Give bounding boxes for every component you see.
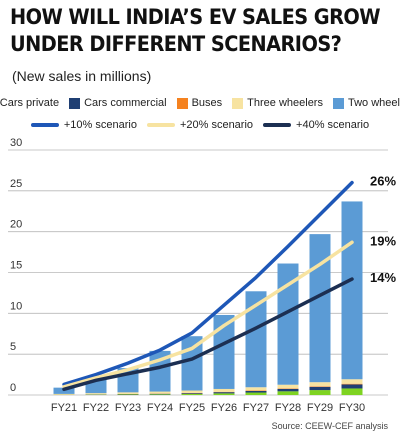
x-tick-label: FY26 [211,402,237,414]
bar-segment [277,388,299,392]
bar-segment [341,201,363,380]
legend-line-swatch [30,123,59,127]
legend-label: +10% scenario [63,119,137,131]
legend-line-swatch [146,123,175,127]
y-tick-label: 0 [10,382,16,394]
bar-segment [181,390,203,393]
bar-segment [149,393,171,395]
x-tick-label: FY30 [339,402,365,414]
x-tick-label: FY27 [243,402,269,414]
bar-segment [309,386,331,391]
bar-segment [277,263,299,385]
x-tick-label: FY21 [51,402,77,414]
scenario-end-label: 26% [370,174,396,189]
bar-segment [309,234,331,383]
bar-segment [309,386,331,387]
x-tick-label: FY22 [83,402,109,414]
bar-segment [117,392,139,394]
scenario-line [62,180,354,387]
bar-segment [53,393,75,395]
y-tick-label: 10 [10,300,22,312]
line-legend: +10% scenario +20% scenario +40% scenari… [0,119,400,131]
bar-segment [341,384,363,389]
legend-label: Cars private [0,97,60,109]
y-tick-label: 25 [10,178,22,190]
bar-segment [85,393,107,395]
legend-item-buses: Buses [176,97,223,109]
legend-swatch [176,97,188,109]
x-tick-label: FY23 [115,402,141,414]
legend-label: Three wheelers [247,97,323,109]
legend-item-10-scenario: +10% scenario [30,119,137,131]
legend-item-40-scenario: +40% scenario [263,119,369,131]
legend-label: Two wheelers [347,97,400,109]
bar-segment [277,384,299,389]
bar-segment [149,391,171,394]
bar-segment [181,393,203,395]
bar-segment [245,291,267,388]
scenario-line [62,277,354,392]
legend-swatch [232,97,244,109]
legend-label: +20% scenario [179,119,254,131]
bar-legend: Cars private Cars commercial Buses Three… [0,97,400,109]
legend-label: +40% scenario [296,119,370,131]
bar-segment [213,392,235,394]
legend-line-swatch [263,123,292,127]
legend-swatch [69,97,81,109]
bar-segment [181,394,203,395]
y-tick-label: 15 [10,260,22,272]
legend-swatch [332,97,344,109]
bar-segment [309,390,331,395]
y-tick-label: 5 [10,341,16,353]
bar-segment [213,314,235,389]
bar-segment [245,392,267,395]
chart-title: HOW WILL INDIA’S EV SALES GROW UNDER DIF… [10,4,381,58]
bar-segment [149,394,171,395]
bar-segment [245,387,267,391]
y-tick-label: 20 [10,219,22,231]
x-tick-label: FY29 [307,402,333,414]
bar-segment [213,388,235,392]
scenario-end-label: 19% [370,233,396,248]
bar-segment [277,391,299,395]
x-tick-label: FY25 [179,402,205,414]
chart-subtitle: (New sales in millions) [12,68,152,84]
chart-title-line-2: UNDER DIFFERENT SCENARIOS? [10,32,342,56]
legend-label: Buses [191,97,223,109]
bar-segment [245,390,267,393]
legend-item-cars-private: Cars private [0,97,59,109]
legend-item-two-wheelers: Two wheelers [332,97,400,109]
x-tick-label: FY28 [275,402,301,414]
legend-item-three-wheelers: Three wheelers [232,97,323,109]
legend-item-20-scenario: +20% scenario [146,119,254,131]
bar-segment [309,382,331,387]
chart-title-line-1: HOW WILL INDIA’S EV SALES GROW [10,5,381,29]
scenario-end-label: 14% [370,270,396,285]
bar-segment [341,388,363,395]
y-tick-label: 30 [10,137,22,149]
x-tick-label: FY24 [147,402,173,414]
bar-segment [341,379,363,384]
legend-item-cars-commercial: Cars commercial [69,97,167,109]
source-note: Source: CEEW-CEF analysis [271,421,388,431]
legend-label: Cars commercial [84,97,167,109]
bar-segment [341,383,363,385]
scenario-line [62,240,354,389]
bar-segment [213,393,235,395]
